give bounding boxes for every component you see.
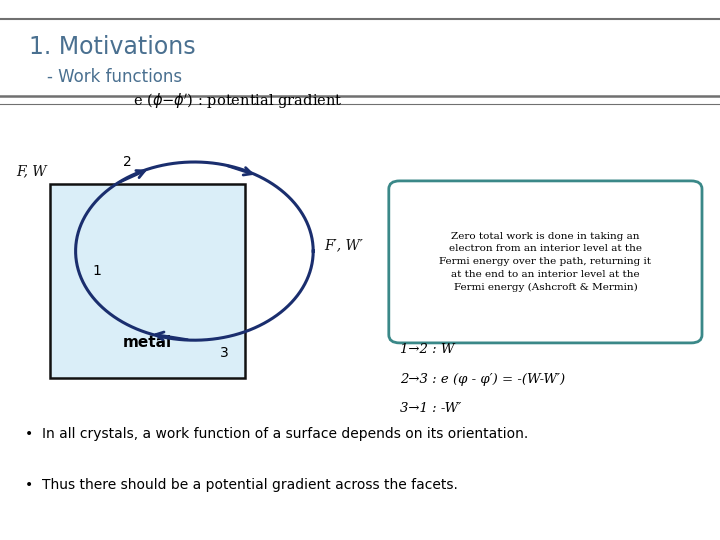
Text: 1: 1 [93, 265, 102, 279]
Text: metal: metal [123, 335, 172, 350]
Text: 2: 2 [123, 155, 132, 169]
Text: e ($\phi$$-$$\phi$$^{\prime}$) : potential gradient: e ($\phi$$-$$\phi$$^{\prime}$) : potenti… [132, 91, 343, 111]
Text: 3→1 : -W′: 3→1 : -W′ [400, 402, 461, 415]
Text: •  In all crystals, a work function of a surface depends on its orientation.: • In all crystals, a work function of a … [25, 427, 528, 441]
Text: 3: 3 [220, 346, 228, 360]
FancyBboxPatch shape [389, 181, 702, 343]
Bar [50, 184, 245, 378]
Text: 1→2 : W: 1→2 : W [400, 343, 454, 356]
Text: Zero total work is done in taking an
electron from an interior level at the
Ferm: Zero total work is done in taking an ele… [439, 232, 652, 292]
Text: •  Thus there should be a potential gradient across the facets.: • Thus there should be a potential gradi… [25, 478, 458, 492]
Text: F, W: F, W [17, 164, 47, 178]
Text: 2→3 : e (φ - φ′) = -(W-W′): 2→3 : e (φ - φ′) = -(W-W′) [400, 373, 564, 386]
Text: - Work functions: - Work functions [47, 68, 182, 85]
Text: 1. Motivations: 1. Motivations [29, 35, 195, 59]
Text: F′, W′: F′, W′ [324, 239, 363, 253]
